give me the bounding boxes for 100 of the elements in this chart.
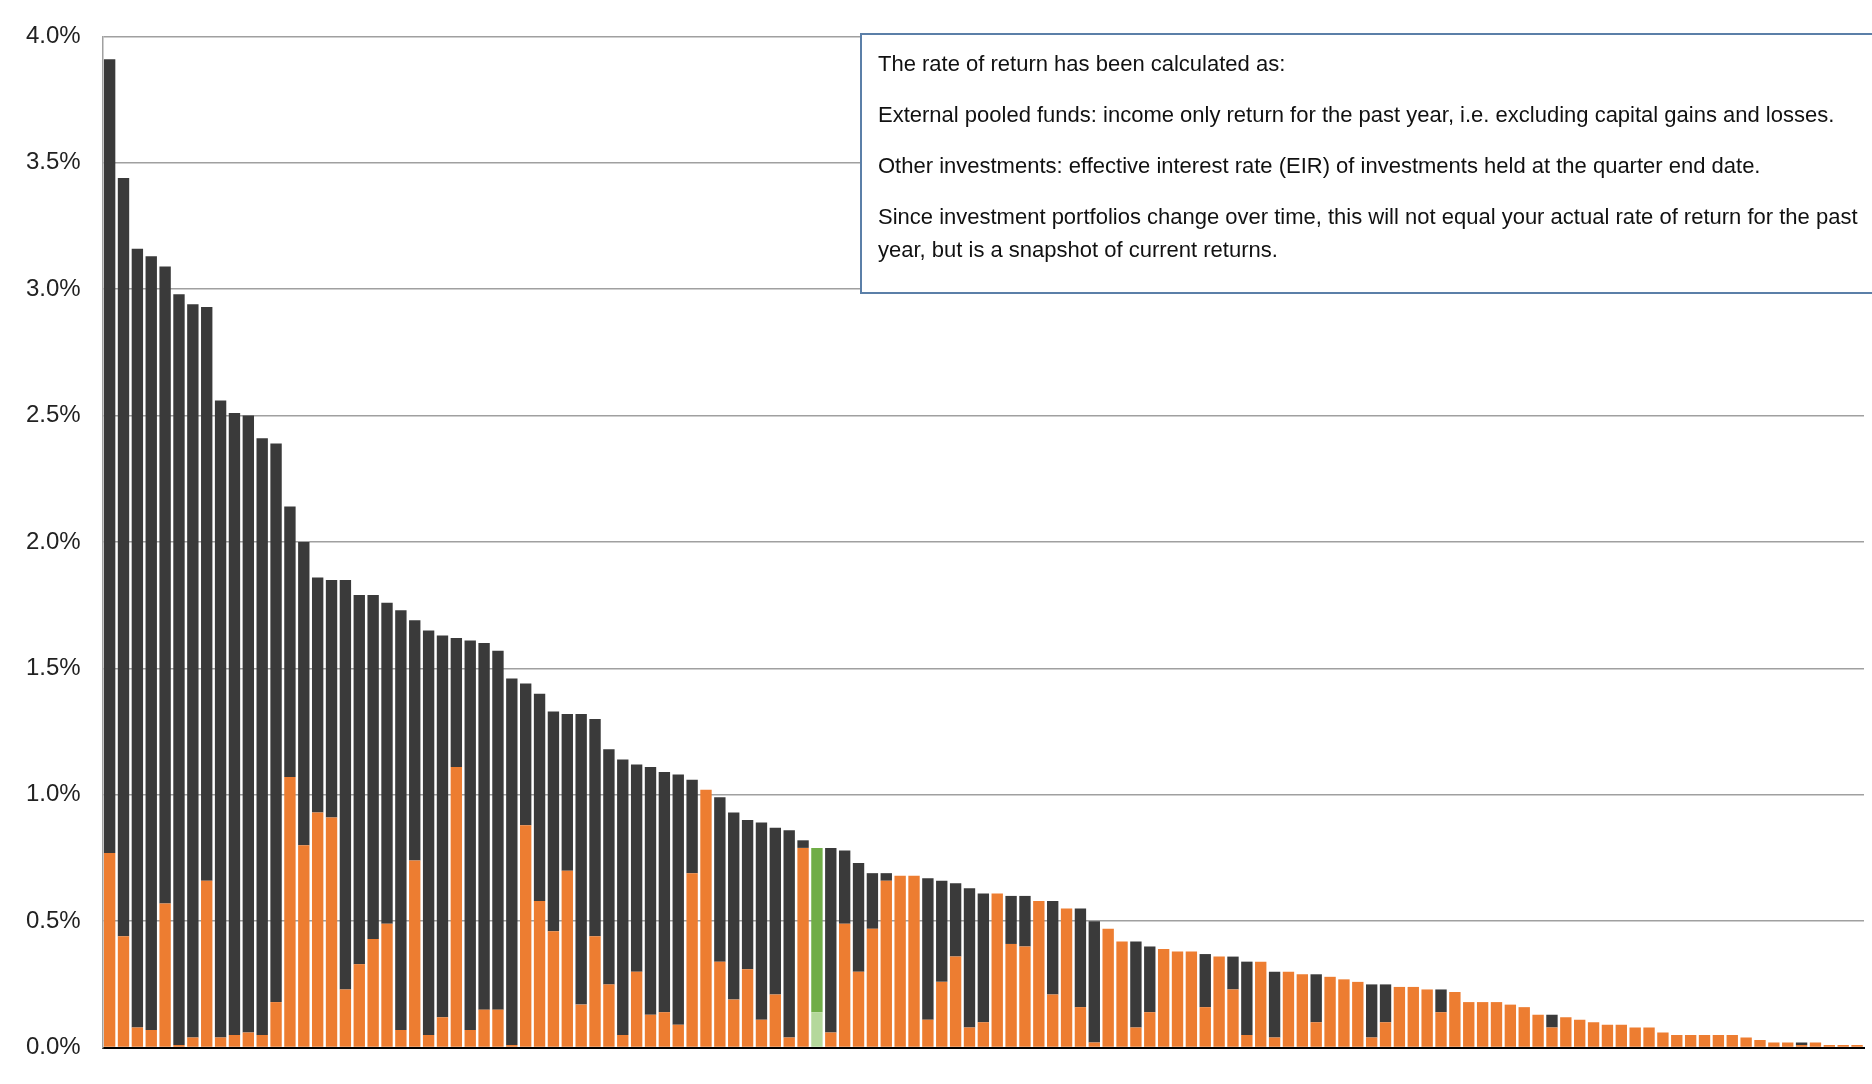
bar (103, 852, 116, 1047)
bar (1435, 989, 1447, 1013)
bar (1088, 921, 1100, 1043)
y-tick-label: 3.0% (26, 273, 81, 301)
bar (769, 827, 782, 995)
bar (1047, 994, 1059, 1047)
bar (922, 1019, 934, 1047)
bar (159, 266, 171, 904)
bar (520, 825, 532, 1047)
bar (395, 1029, 407, 1047)
bar (1171, 951, 1184, 1047)
bar (256, 1034, 268, 1047)
bar (242, 415, 255, 1033)
bar (1518, 1007, 1530, 1047)
bar (825, 1032, 837, 1047)
bar (1116, 941, 1128, 1047)
bar (284, 777, 296, 1047)
bar (131, 1027, 144, 1047)
bar (339, 989, 352, 1047)
bar (714, 961, 726, 1047)
bar (492, 650, 504, 1010)
bar (395, 610, 407, 1030)
bar (270, 1002, 282, 1047)
bar (409, 620, 421, 861)
bar (367, 595, 379, 939)
bar (617, 759, 629, 1035)
bar (353, 964, 365, 1047)
bar (298, 542, 310, 846)
bar (811, 1012, 823, 1047)
bar (1144, 946, 1156, 1013)
bar (1227, 989, 1239, 1047)
bar (977, 893, 990, 1023)
bar (1130, 941, 1142, 1028)
bar (894, 875, 906, 1047)
bar (1476, 1002, 1489, 1047)
bar (1809, 1042, 1822, 1047)
y-tick-label: 0.0% (26, 1032, 81, 1060)
bar (1615, 1024, 1627, 1047)
bar (672, 774, 684, 1025)
bar (866, 873, 879, 929)
bar (1546, 1027, 1558, 1047)
bar (755, 822, 768, 1020)
bar (1754, 1040, 1766, 1047)
bar (1726, 1034, 1738, 1047)
bar (908, 875, 920, 1047)
bar (1698, 1034, 1711, 1047)
bar (1338, 979, 1350, 1047)
bar (201, 306, 213, 881)
bar (117, 936, 130, 1047)
bar (533, 693, 546, 901)
bar (1546, 1014, 1558, 1028)
bar (589, 936, 601, 1047)
bar (145, 1029, 157, 1047)
bar (603, 749, 615, 985)
bar (311, 812, 324, 1047)
bar (547, 711, 560, 932)
bar (575, 1004, 587, 1047)
bar (1157, 949, 1170, 1047)
bar (741, 820, 754, 970)
bar (728, 812, 740, 1000)
bar (173, 294, 185, 1046)
y-tick-label: 2.0% (26, 526, 81, 554)
bar (1241, 1034, 1253, 1047)
bar (644, 1014, 657, 1047)
bar (201, 880, 213, 1047)
bar (547, 931, 560, 1047)
annotation: Since investment portfolios change over time, this will not equal your actual rate of return for the past year, but is a snapshot of current returns. (878, 203, 1858, 264)
bar (1379, 1022, 1392, 1047)
bar (658, 1012, 671, 1047)
bar (187, 304, 199, 1038)
bar (880, 873, 892, 881)
bar (339, 579, 352, 990)
bar (1074, 1007, 1087, 1047)
bar (1560, 1017, 1572, 1047)
bar (672, 1024, 684, 1047)
bar (949, 883, 962, 957)
bar (214, 400, 227, 1038)
bar (117, 177, 130, 937)
bar (1310, 1022, 1322, 1047)
bar (256, 438, 268, 1035)
bar (145, 256, 157, 1030)
bar (1324, 976, 1336, 1047)
bar (630, 764, 643, 972)
bar (228, 1034, 241, 1047)
bar (1740, 1037, 1752, 1047)
bar (1282, 971, 1295, 1047)
bar (1365, 1037, 1378, 1047)
bar (603, 984, 615, 1047)
bar (1629, 1027, 1641, 1047)
bar (214, 1037, 227, 1047)
bar (1435, 1012, 1447, 1047)
bar (159, 903, 171, 1047)
bar (1241, 961, 1253, 1035)
bar (1463, 1002, 1475, 1047)
bar (464, 1029, 476, 1047)
bar (686, 873, 698, 1047)
bar (436, 1017, 449, 1047)
bar (1019, 946, 1031, 1047)
bar (1296, 974, 1309, 1047)
bar (1102, 928, 1114, 1047)
